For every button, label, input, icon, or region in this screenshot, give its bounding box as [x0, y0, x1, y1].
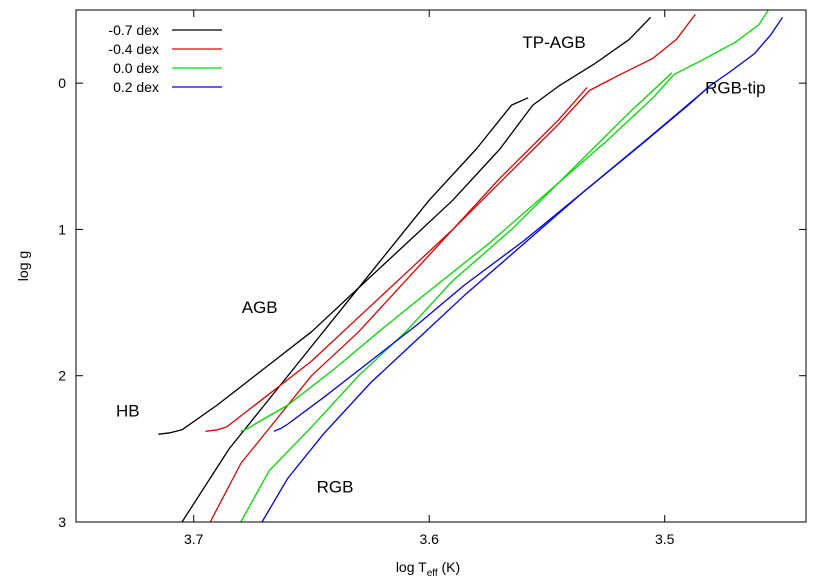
- x-axis-label-sub: eff: [427, 568, 438, 579]
- x-axis-label-unit: (K): [438, 559, 461, 575]
- series-0-hb-line: [158, 429, 183, 435]
- series-3-agb-line: [287, 85, 710, 425]
- x-tick-label: 3.5: [655, 531, 675, 547]
- series-2-tpagb-line: [673, 10, 770, 75]
- series-3-hb-line: [273, 423, 289, 432]
- annotation-label: HB: [116, 402, 140, 421]
- annotation-label: AGB: [242, 298, 278, 317]
- x-axis-label-main: log T: [396, 559, 427, 575]
- legend-label: 0.0 dex: [113, 60, 159, 76]
- series-1-rgb-line: [209, 87, 588, 522]
- legend: -0.7 dex -0.4 dex 0.0 dex 0.2 dex: [108, 22, 222, 95]
- annotations: TP-AGB RGB-tip AGB HB RGB: [116, 33, 766, 497]
- series-3-tpagb-line: [709, 16, 784, 87]
- x-tick-label: 3.6: [419, 531, 439, 547]
- annotation-label: RGB-tip: [705, 78, 765, 97]
- y-axis-label: log g: [15, 251, 31, 281]
- x-axis-label: log Teff (K): [396, 559, 460, 579]
- series-2-agb-line: [254, 73, 675, 425]
- series-0-agb-line: [181, 104, 534, 431]
- series-layer: [158, 10, 784, 522]
- series-2-rgb-line: [240, 72, 673, 522]
- y-tick-label: 0: [58, 75, 66, 91]
- series-2-hb-line: [240, 423, 256, 432]
- y-tick-label: 1: [58, 221, 66, 237]
- series-0-tpagb-line: [532, 16, 652, 106]
- plot-frame: [75, 9, 807, 523]
- series-1-hb-line: [205, 426, 227, 432]
- legend-label: -0.4 dex: [108, 41, 159, 57]
- legend-label: 0.2 dex: [113, 79, 159, 95]
- annotation-label: RGB: [317, 478, 354, 497]
- legend-label: -0.7 dex: [108, 22, 159, 38]
- series-1-tpagb-line: [589, 14, 696, 92]
- x-tick-label: 3.7: [184, 531, 204, 547]
- annotation-label: TP-AGB: [522, 33, 585, 52]
- series-1-agb-line: [226, 90, 590, 428]
- plot-background: [76, 10, 806, 522]
- y-tick-label: 2: [58, 368, 66, 384]
- y-tick-label: 3: [58, 514, 66, 530]
